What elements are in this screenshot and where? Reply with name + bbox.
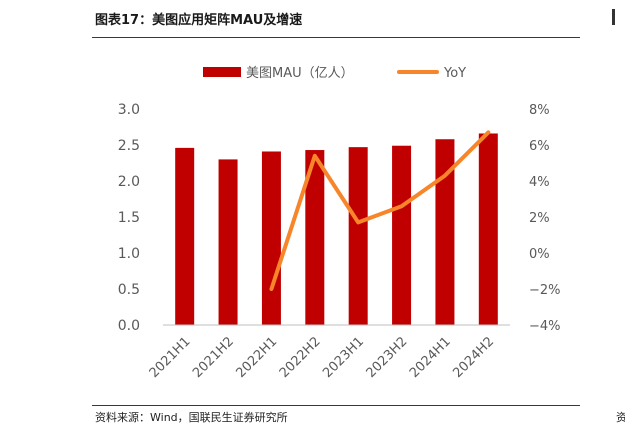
x-category-label: 2024H1	[407, 334, 454, 381]
mau-bar	[305, 150, 325, 325]
y-right-tick-label: 2%	[529, 211, 550, 226]
x-category-label: 2023H1	[320, 334, 367, 381]
x-category-label: 2023H2	[364, 334, 411, 381]
mau-bar	[261, 151, 281, 325]
y-left-tick-label: 2.5	[118, 138, 140, 154]
y-right-tick-label: −4%	[529, 319, 561, 334]
y-left-tick-label: 1.5	[118, 210, 140, 226]
y-left-tick-label: 1.0	[118, 246, 140, 262]
mau-bar	[175, 147, 195, 325]
mau-bar	[392, 145, 412, 325]
bottom-divider	[92, 405, 580, 406]
y-right-tick-label: −2%	[529, 283, 561, 298]
side-marker	[612, 9, 615, 25]
yoy-line	[269, 130, 491, 291]
figure-title: 图表17：美图应用矩阵MAU及增速	[95, 13, 303, 28]
x-category-label: 2021H2	[190, 334, 237, 381]
legend-label-yoy: YoY	[443, 66, 466, 81]
y-right-tick-label: 6%	[529, 139, 550, 154]
y-right-tick-label: 8%	[529, 103, 550, 118]
y-right-tick-label: 0%	[529, 247, 550, 262]
y-left-tick-label: 0.0	[118, 318, 140, 334]
mau-bar	[218, 159, 238, 325]
source-note: 资料来源：Wind，国联民生证券研究所	[95, 411, 288, 424]
legend-label-mau: 美图MAU（亿人）	[246, 66, 354, 81]
y-right-tick-label: 4%	[529, 175, 550, 190]
x-category-label: 2024H2	[450, 334, 497, 381]
legend-swatch-mau	[203, 67, 241, 77]
x-category-label: 2022H1	[233, 334, 280, 381]
top-divider	[92, 37, 580, 38]
y-left-tick-label: 0.5	[118, 282, 140, 298]
x-category-label: 2022H2	[277, 334, 324, 381]
side-edge-char: 资	[616, 411, 625, 424]
mau-bar	[478, 133, 498, 325]
x-category-label: 2021H1	[147, 334, 194, 381]
mau-bar	[435, 139, 455, 325]
y-left-tick-label: 2.0	[118, 174, 140, 190]
mau-bar	[348, 147, 368, 325]
y-left-tick-label: 3.0	[118, 102, 140, 118]
